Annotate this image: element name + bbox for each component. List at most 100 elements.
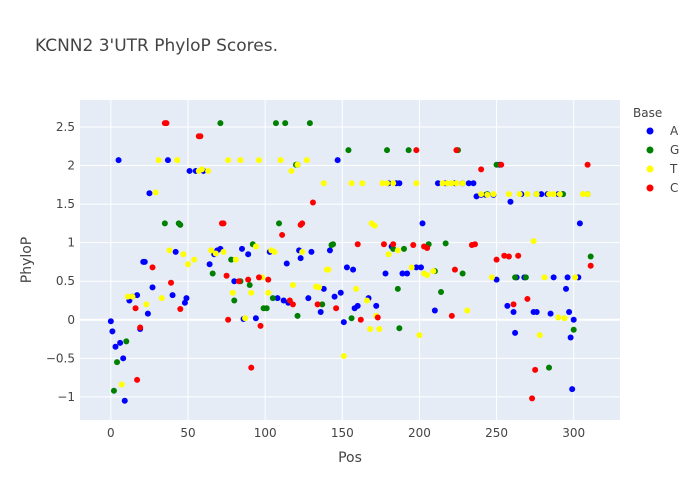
data-point bbox=[294, 161, 301, 168]
data-point bbox=[172, 248, 179, 255]
data-point bbox=[587, 262, 594, 269]
x-tick-label: 300 bbox=[562, 426, 585, 440]
data-point bbox=[141, 258, 148, 265]
data-point bbox=[587, 253, 594, 260]
y-tick-label: −0.5 bbox=[46, 351, 75, 365]
data-point bbox=[114, 359, 121, 366]
data-point bbox=[570, 326, 577, 333]
data-point bbox=[459, 270, 466, 277]
data-point bbox=[309, 199, 316, 206]
legend-label-g: G bbox=[670, 143, 679, 157]
data-point bbox=[129, 293, 136, 300]
legend-label-c: C bbox=[670, 181, 678, 195]
data-point bbox=[217, 120, 224, 127]
data-point bbox=[245, 276, 252, 283]
data-point bbox=[512, 329, 519, 336]
data-point bbox=[382, 270, 389, 277]
data-points bbox=[107, 120, 594, 404]
series-a bbox=[107, 157, 583, 404]
data-point bbox=[547, 310, 554, 317]
data-point bbox=[384, 180, 391, 187]
data-point bbox=[376, 326, 383, 333]
data-point bbox=[168, 279, 175, 286]
data-point bbox=[231, 297, 238, 304]
y-tick-label: −1 bbox=[57, 390, 75, 404]
data-point bbox=[576, 220, 583, 227]
x-tick-label: 50 bbox=[180, 426, 195, 440]
data-point bbox=[408, 264, 415, 271]
data-point bbox=[276, 220, 283, 227]
data-point bbox=[242, 315, 249, 322]
data-point bbox=[248, 364, 255, 371]
data-point bbox=[478, 166, 485, 173]
data-point bbox=[490, 191, 497, 198]
data-point bbox=[320, 180, 327, 187]
data-point bbox=[533, 309, 540, 316]
data-point bbox=[317, 309, 324, 316]
data-point bbox=[280, 297, 287, 304]
data-point bbox=[524, 295, 531, 302]
data-point bbox=[316, 284, 323, 291]
data-point bbox=[326, 247, 333, 254]
data-point bbox=[430, 268, 437, 275]
data-point bbox=[478, 191, 485, 198]
data-point bbox=[220, 248, 227, 255]
data-point bbox=[473, 193, 480, 200]
legend-marker-c bbox=[646, 184, 654, 192]
data-point bbox=[177, 221, 184, 228]
data-point bbox=[174, 157, 181, 164]
data-point bbox=[507, 198, 514, 205]
x-tick-label: 200 bbox=[408, 426, 431, 440]
data-point bbox=[279, 231, 286, 238]
data-point bbox=[510, 309, 517, 316]
data-point bbox=[277, 157, 284, 164]
data-point bbox=[288, 167, 295, 174]
y-tick-label: 2.5 bbox=[56, 120, 75, 134]
chart-title: KCNN2 3'UTR PhyloP Scores. bbox=[35, 36, 278, 56]
data-point bbox=[294, 312, 301, 319]
data-point bbox=[504, 302, 511, 309]
data-point bbox=[177, 305, 184, 312]
data-point bbox=[229, 289, 236, 296]
data-point bbox=[459, 180, 466, 187]
data-point bbox=[225, 157, 232, 164]
data-point bbox=[380, 241, 387, 248]
data-point bbox=[257, 322, 264, 329]
legend-title: Base bbox=[633, 106, 662, 120]
data-point bbox=[354, 241, 361, 248]
data-point bbox=[390, 241, 397, 248]
data-point bbox=[579, 191, 586, 198]
data-point bbox=[305, 295, 312, 302]
data-point bbox=[144, 310, 151, 317]
data-point bbox=[434, 180, 441, 187]
data-point bbox=[109, 328, 116, 335]
y-tick-labels: −1 −0.5 0 0.5 1 1.5 2 2.5 bbox=[46, 120, 75, 404]
y-axis-title: PhyloP bbox=[19, 237, 35, 284]
data-point bbox=[505, 191, 512, 198]
data-point bbox=[303, 157, 310, 164]
data-point bbox=[572, 274, 579, 281]
x-tick-label: 250 bbox=[485, 426, 508, 440]
data-point bbox=[379, 180, 386, 187]
data-point bbox=[471, 241, 478, 248]
data-point bbox=[357, 316, 364, 323]
data-point bbox=[532, 366, 539, 373]
data-point bbox=[340, 319, 347, 326]
data-point bbox=[237, 157, 244, 164]
data-point bbox=[493, 256, 500, 263]
legend-marker-g bbox=[646, 146, 654, 154]
y-tick-label: 1.5 bbox=[56, 197, 75, 211]
data-point bbox=[390, 245, 397, 252]
data-point bbox=[546, 364, 553, 371]
data-point bbox=[123, 338, 130, 345]
data-point bbox=[255, 274, 262, 281]
data-point bbox=[359, 180, 366, 187]
data-point bbox=[515, 252, 522, 259]
data-point bbox=[146, 190, 153, 197]
data-point bbox=[120, 355, 127, 362]
data-point bbox=[550, 191, 557, 198]
legend-marker-a bbox=[646, 127, 654, 135]
data-point bbox=[396, 180, 403, 187]
data-point bbox=[265, 289, 272, 296]
data-point bbox=[470, 180, 477, 187]
